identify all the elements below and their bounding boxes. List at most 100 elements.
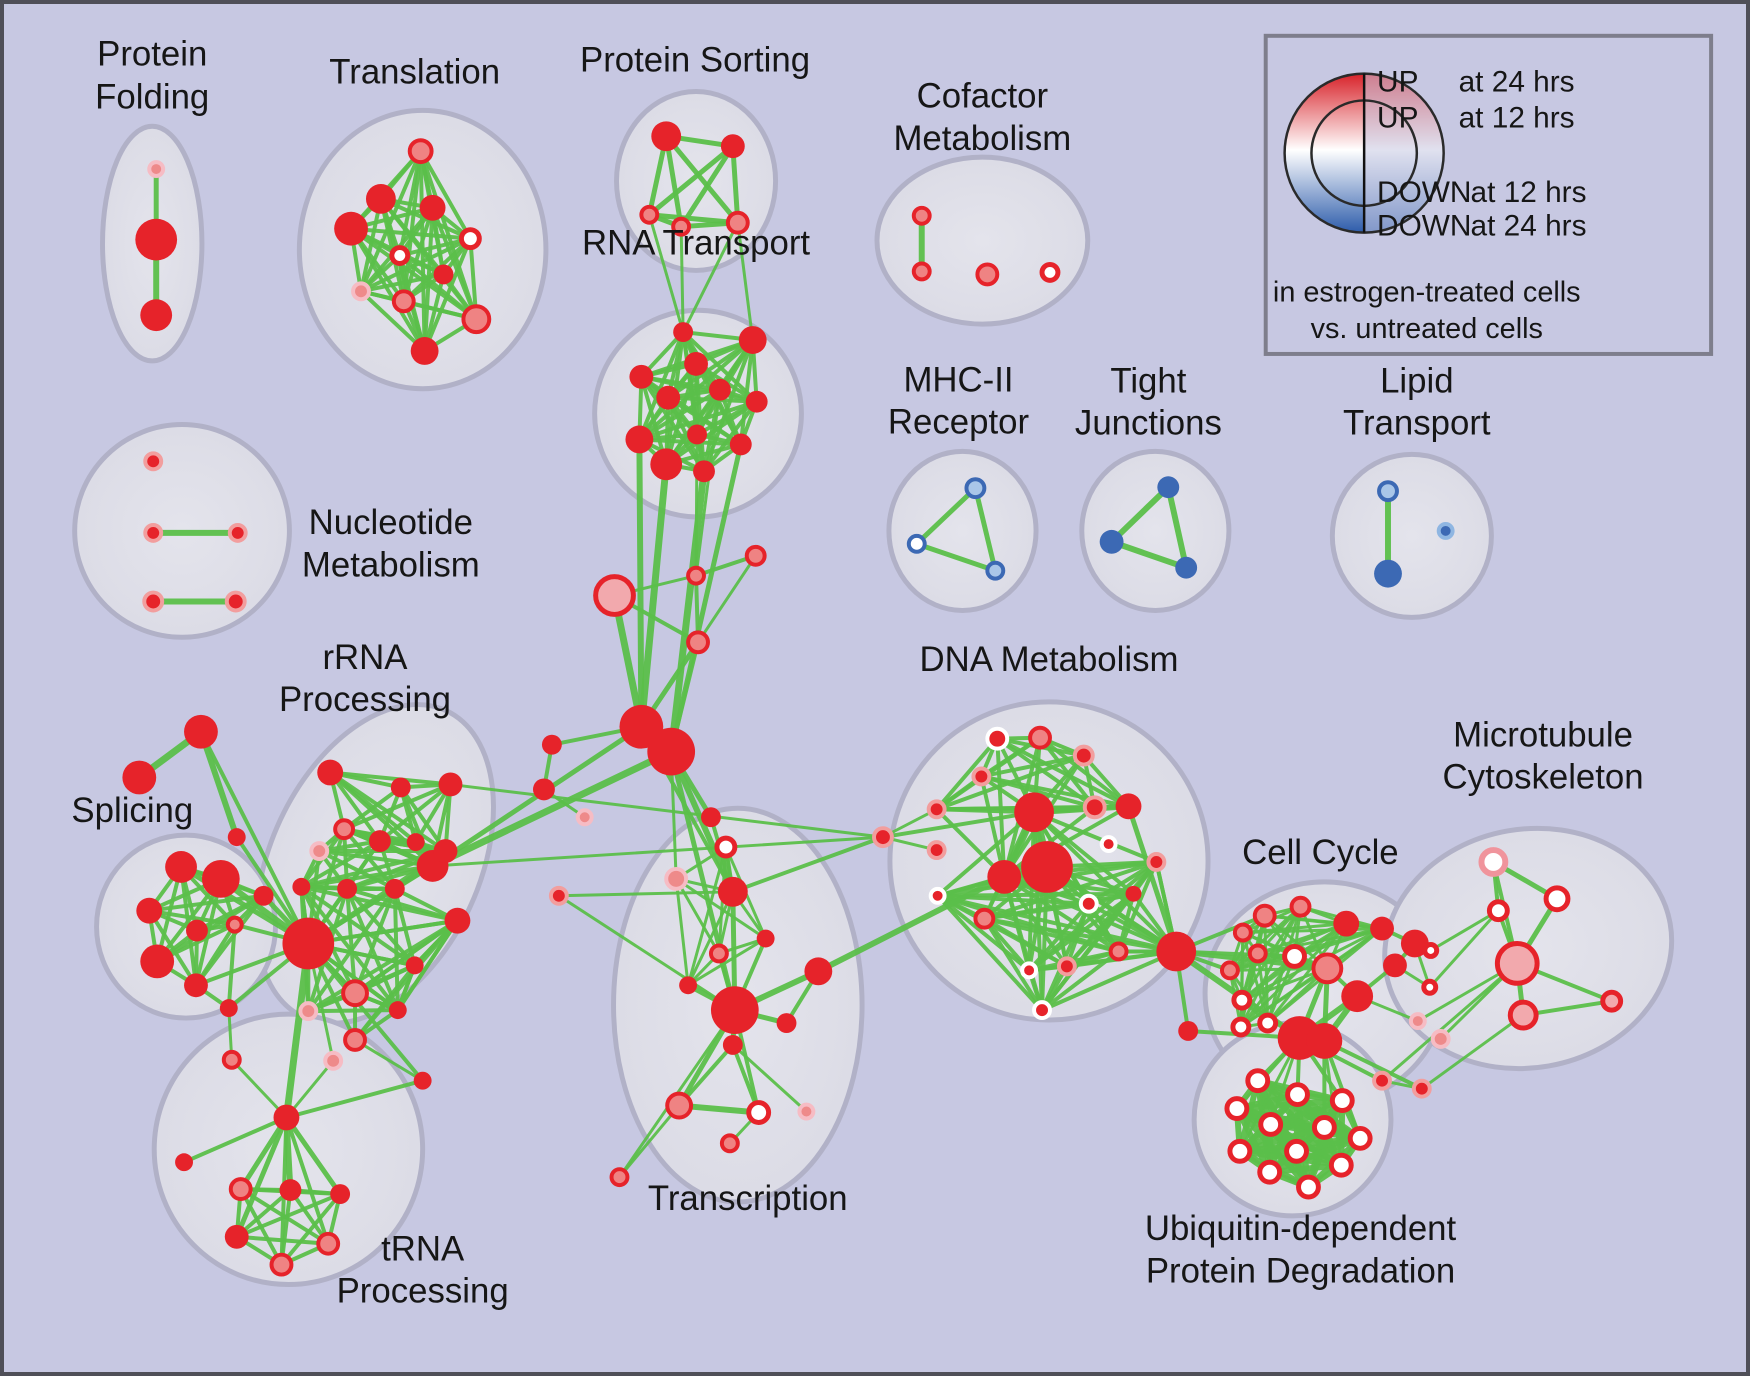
network-node-R — [656, 385, 681, 410]
network-node-S — [391, 289, 416, 314]
network-node-S — [1311, 952, 1344, 985]
network-edge — [353, 918, 460, 996]
network-node-R — [419, 194, 446, 221]
network-edge — [1108, 538, 1190, 571]
network-edge — [935, 810, 1037, 898]
cluster-label: Cell Cycle — [1242, 834, 1399, 872]
network-node-R — [175, 1153, 193, 1172]
network-edge — [979, 753, 1086, 779]
legend-down24-label: DOWN — [1377, 210, 1471, 243]
network-node-W — [1224, 1096, 1250, 1121]
network-node-S — [973, 907, 996, 930]
network-node-R — [647, 727, 696, 776]
network-node-K — [143, 522, 164, 543]
network-node-R — [701, 807, 721, 828]
network-edge — [429, 748, 675, 870]
network-node-W — [746, 1100, 772, 1125]
legend-down24-time: at 24 hrs — [1471, 210, 1587, 243]
network-edge — [674, 877, 721, 955]
network-node-S — [343, 1028, 367, 1052]
legend-down12-label: DOWN — [1377, 176, 1471, 209]
network-node-R — [745, 390, 768, 413]
network-node-P — [797, 1102, 816, 1121]
network-node-H — [1032, 1000, 1052, 1021]
network-node-S — [911, 261, 932, 282]
network-edge — [377, 782, 453, 844]
network-node-R — [629, 364, 654, 389]
network-node-S — [911, 205, 932, 226]
network-edge — [299, 884, 400, 1013]
cluster-label: Cofactor — [917, 77, 1048, 115]
cluster-label: Splicing — [71, 792, 193, 830]
network-node-R — [1383, 953, 1407, 978]
network-node-K — [227, 522, 248, 543]
network-edge — [639, 374, 759, 404]
network-node-R — [219, 999, 238, 1018]
network-edge — [198, 729, 311, 946]
network-node-R — [710, 986, 759, 1034]
network-node-BL — [1377, 480, 1399, 503]
network-node-S — [228, 1177, 253, 1201]
cluster-ellipse-cofactor-metabolism — [874, 154, 1091, 327]
cluster-label: Metabolism — [302, 547, 480, 585]
network-node-R — [184, 714, 218, 749]
network-node-P — [351, 281, 371, 302]
network-node-R — [201, 859, 240, 898]
network-node-BC — [1436, 521, 1455, 540]
network-node-K — [1146, 852, 1167, 872]
network-edge — [637, 437, 743, 447]
network-node-K — [143, 451, 164, 472]
network-node-rose — [1494, 941, 1540, 986]
network-node-rose — [1600, 989, 1624, 1013]
network-node-S — [1289, 895, 1312, 918]
network-node-BL — [985, 560, 1006, 581]
network-node-R — [1115, 793, 1142, 820]
cluster-label: Translation — [329, 54, 500, 92]
network-edge — [230, 1058, 288, 1119]
network-edge — [815, 873, 1008, 975]
network-edge — [284, 1115, 331, 1246]
network-node-R — [1341, 980, 1374, 1013]
network-node-W — [1284, 1138, 1309, 1164]
network-edge — [397, 253, 479, 322]
network-edge — [448, 782, 885, 839]
network-node-H — [985, 726, 1010, 751]
network-node-R — [227, 828, 246, 847]
network-edge — [694, 432, 699, 578]
network-node-R — [1400, 929, 1429, 958]
network-edge — [646, 143, 736, 218]
network-node-R — [673, 322, 694, 343]
network-node-R — [279, 1179, 302, 1201]
legend-down12-time: at 12 hrs — [1471, 176, 1587, 209]
network-edge — [982, 916, 1045, 1013]
network-node-S — [269, 1252, 294, 1277]
network-node-W — [1486, 899, 1510, 923]
network-edge — [1086, 859, 1159, 906]
network-node-BW — [906, 533, 927, 554]
network-edge — [430, 205, 479, 322]
network-node-S — [719, 1133, 740, 1154]
network-edge — [317, 849, 397, 891]
network-edge — [637, 387, 722, 442]
network-node-S — [407, 138, 434, 165]
cluster-ellipse-mhc-ii-receptor — [886, 448, 1039, 613]
network-edge — [557, 894, 737, 1012]
legend-caption-line2: vs. untreated cells — [1311, 313, 1543, 345]
network-node-P — [1408, 1012, 1427, 1030]
network-node-S — [333, 818, 356, 841]
network-node-R — [122, 760, 157, 795]
network-node-W — [1347, 1125, 1373, 1151]
network-edge — [359, 289, 427, 353]
network-edge — [557, 890, 735, 898]
network-edge — [1239, 954, 1297, 1029]
network-node-W — [1285, 1082, 1310, 1108]
network-node-R — [224, 1224, 249, 1249]
network-edge — [359, 149, 423, 294]
network-node-K — [548, 885, 569, 906]
network-edge — [702, 399, 759, 474]
network-node-R — [625, 425, 654, 454]
network-node-B — [1157, 476, 1180, 499]
network-edge — [979, 774, 1097, 810]
network-node-S — [1247, 943, 1268, 964]
network-edge — [666, 338, 755, 400]
